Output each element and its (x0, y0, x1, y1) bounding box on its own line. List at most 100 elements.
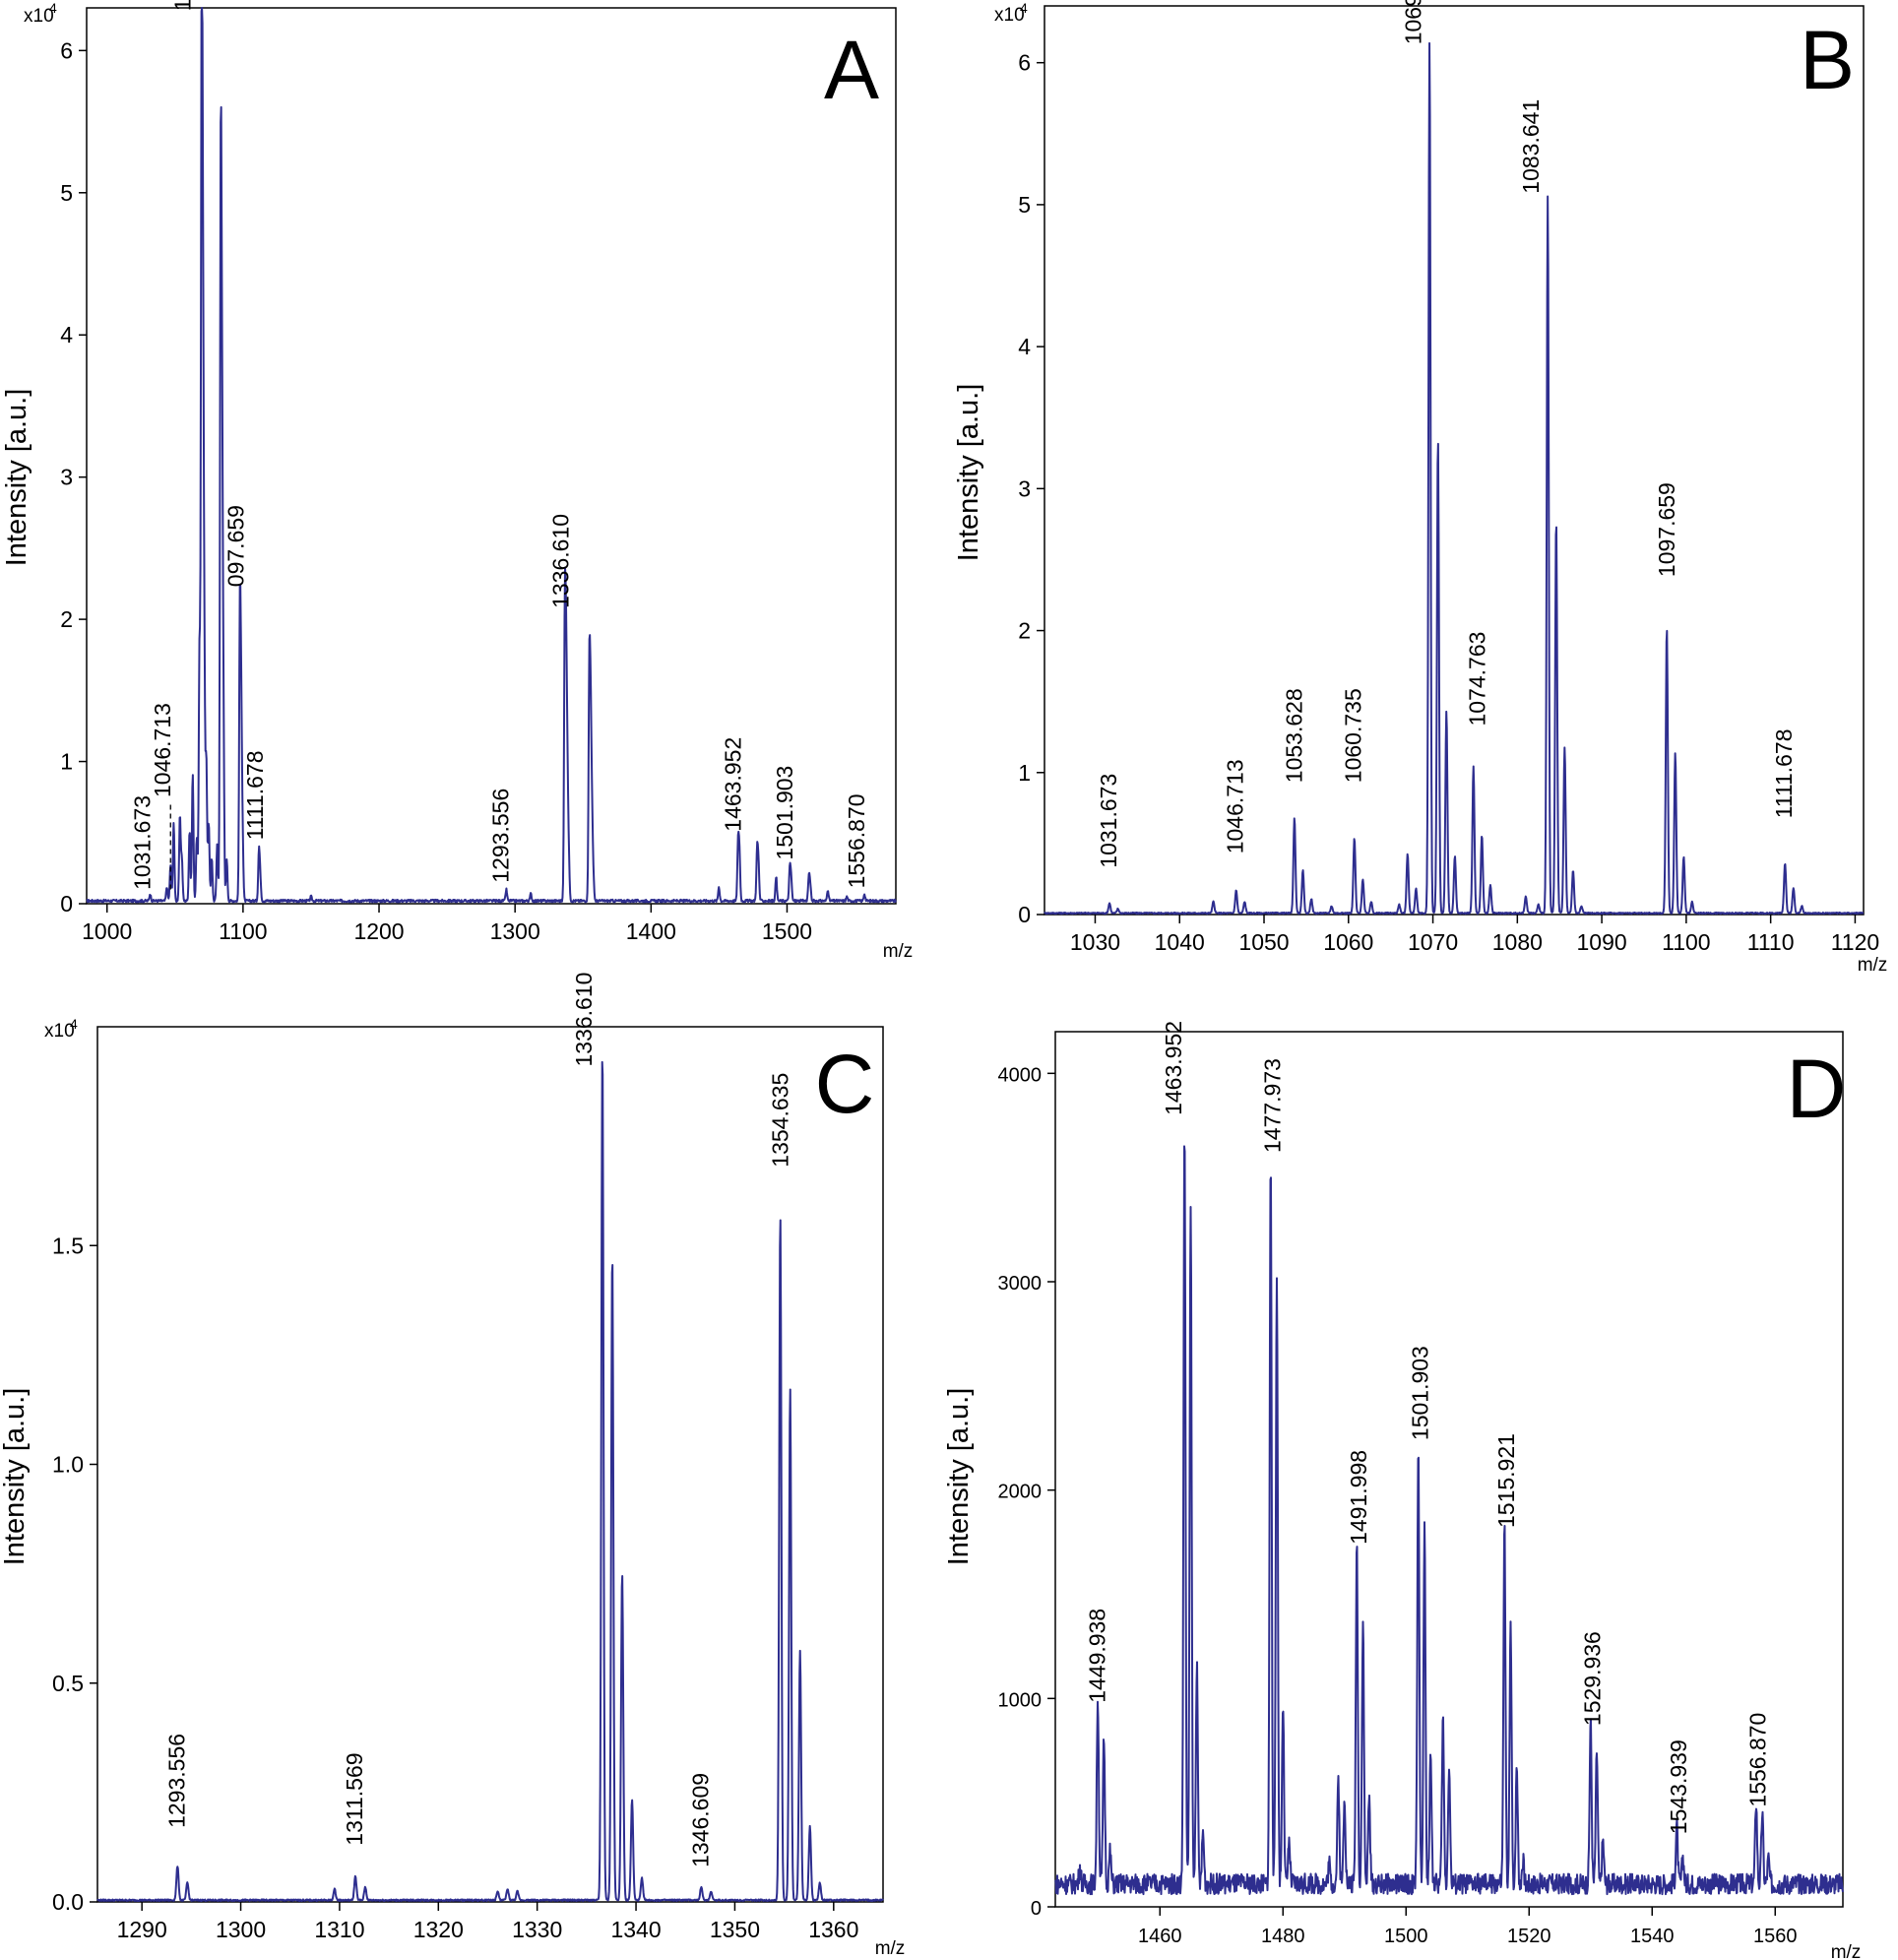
panel-a-spectrum-line (86, 7, 897, 904)
panel-a-frame (86, 7, 897, 905)
panel-a-ytick-label: 6 (60, 37, 73, 63)
panel-c-xtick-label: 1310 (314, 1917, 364, 1942)
panel-d-peak-label: 1529.936 (1580, 1631, 1606, 1726)
panel-b-xtick-label: 1030 (1070, 929, 1120, 955)
panel-a-peak-label: 1463.952 (721, 737, 746, 832)
panel-b-frame (1044, 5, 1865, 916)
panel-c-peak-label: 1311.569 (342, 1752, 367, 1845)
panel-b-peak-label: 1069.614 (1401, 0, 1426, 44)
panel-c-ylabel: Intensity [a.u.] (0, 1388, 31, 1566)
panel-c-peak-label: 1346.609 (687, 1773, 713, 1867)
panel-b-exponent-power: 4 (1020, 0, 1028, 16)
panel-b-xtick-label: 1070 (1408, 929, 1458, 955)
panel-c-ytick-label: 0.0 (52, 1889, 84, 1915)
panel-b-xtick-label: 1080 (1492, 929, 1543, 955)
panel-b-plot: 1030 1040 1050 1060 1070 1080 1090 1100 1110 1120… (1018, 0, 1879, 955)
panel-a-xtick-label: 1500 (762, 918, 812, 944)
panel-a-xtick-label: 1300 (490, 918, 540, 944)
panel-a-ylabel: Intensity [a.u.] (1, 389, 32, 567)
panel-b-ytick-label: 4 (1018, 334, 1031, 359)
panel-b-peak-label: 1046.713 (1223, 759, 1248, 854)
panel-c-xtick-label: 1330 (512, 1917, 562, 1942)
panel-b-spectrum-line (1044, 41, 1865, 916)
panel-d-xtick-label: 1460 (1138, 1926, 1182, 1947)
panel-a-peak-label: 1556.870 (844, 793, 869, 888)
panel-b-ytick-label: 6 (1018, 50, 1031, 76)
panel-b-letter: B (1800, 14, 1855, 106)
panel-a-peak-label: 1069.614 (170, 0, 196, 11)
panel-a-peak-label: 1111.678 (242, 750, 268, 840)
panel-d-ylabel: Intensity [a.u.] (943, 1388, 975, 1566)
panel-b-exponent-base: x10 (994, 5, 1025, 26)
panel-a-ytick-label: 3 (60, 465, 73, 490)
panel-b-xlabel: m/z (1858, 955, 1888, 976)
panel-a-xtick-label: 1100 (219, 918, 267, 944)
panel-a-peak-label: 1031.673 (130, 795, 156, 890)
panel-b-ytick-label: 1 (1018, 760, 1031, 786)
panel-a-exponent-base: x10 (24, 6, 54, 27)
panel-c-xtick-label: 1320 (413, 1917, 464, 1942)
panel-b-peak-label: 1111.678 (1771, 728, 1797, 818)
panel-d-xtick-label: 1540 (1630, 1926, 1675, 1947)
panel-d-letter: D (1787, 1043, 1847, 1135)
panel-a-peak-label: 1293.556 (487, 789, 513, 883)
panel-d-xtick-label: 1560 (1753, 1926, 1798, 1947)
panel-d-ytick-label: 1000 (998, 1689, 1043, 1711)
panel-a-peak-label: 1336.610 (548, 514, 574, 608)
panel-c-plot: 1290 1300 1310 1320 1330 1340 1350 1360 0.0 0.5 1.… (52, 973, 884, 1942)
panel-c-ytick-label: 0.5 (52, 1671, 84, 1696)
panel-b-xtick-label: 1060 (1323, 929, 1373, 955)
panel-c-xtick-label: 1290 (117, 1917, 167, 1942)
panel-b-xtick-label: 1050 (1238, 929, 1289, 955)
panel-c-exponent-base: x10 (44, 1021, 75, 1042)
panel-b-xtick-label: 1110 (1747, 929, 1795, 955)
panel-c-spectrum-line (96, 1060, 884, 1903)
panel-d-frame (1054, 1031, 1844, 1908)
panel-d-xtick-label: 1480 (1261, 1926, 1305, 1947)
panel-d-xlabel: m/z (1831, 1942, 1862, 1960)
panel-b-ytick-label: 2 (1018, 618, 1031, 644)
panel-b-peak-label: 1053.628 (1282, 688, 1307, 783)
panel-d-spectrum-line (1054, 1145, 1844, 1896)
panel-c: 1290 1300 1310 1320 1330 1340 1350 1360 0.0 0.5 1.… (0, 973, 905, 1959)
panel-c-xtick-label: 1340 (610, 1917, 661, 1942)
panel-a-xtick-label: 1400 (626, 918, 676, 944)
panel-b-peak-label: 1083.641 (1518, 99, 1544, 194)
panel-a-peak-label: 1501.903 (772, 766, 797, 860)
panel-c-ytick-label: 1.0 (52, 1452, 84, 1478)
panel-b-ytick-label: 3 (1018, 475, 1031, 501)
panel-c-frame (96, 1026, 884, 1903)
panel-a-plot: 1000 1100 1200 1300 1400 150001234561031.6731… (60, 0, 897, 944)
panel-b-peak-label: 1074.763 (1465, 632, 1490, 727)
panel-a-ytick-label: 1 (60, 749, 73, 775)
panel-c-xtick-label: 1300 (216, 1917, 266, 1942)
panel-b-xtick-label: 1100 (1662, 929, 1710, 955)
panel-d-peak-label: 1515.921 (1493, 1433, 1519, 1528)
panel-b-xtick-label: 1120 (1831, 929, 1879, 955)
panel-c-ytick-label: 1.5 (52, 1233, 84, 1258)
panel-a-ytick-label: 5 (60, 180, 73, 206)
panel-d-ytick-label: 3000 (998, 1273, 1043, 1295)
panel-d-peak-label: 1491.998 (1346, 1450, 1371, 1545)
panel-a: 1000 1100 1200 1300 1400 150001234561031.6731… (1, 0, 913, 962)
panel-d-peak-label: 1501.903 (1408, 1346, 1433, 1440)
panel-d-ytick-label: 4000 (998, 1064, 1043, 1086)
panel-c-xtick-label: 1360 (808, 1917, 858, 1942)
panel-d-peak-label: 1543.939 (1666, 1739, 1691, 1834)
panel-a-ytick-label: 4 (60, 322, 73, 348)
panel-b-ylabel: Intensity [a.u.] (953, 384, 984, 562)
panel-a-exponent-power: 4 (49, 0, 57, 16)
panel-a-letter: A (824, 24, 879, 116)
panel-a-peak-label: 097.659 (223, 505, 249, 587)
panel-b-ytick-label: 0 (1018, 902, 1031, 927)
panel-b-xtick-label: 1090 (1577, 929, 1627, 955)
panel-b-peak-label: 1031.673 (1096, 774, 1121, 868)
panel-b-xtick-label: 1040 (1155, 929, 1205, 955)
panel-d-peak-label: 1556.870 (1744, 1713, 1770, 1807)
panel-d-peak-label: 1463.952 (1161, 1021, 1186, 1115)
panel-b-peak-label: 1097.659 (1654, 482, 1679, 577)
panel-c-xlabel: m/z (875, 1938, 906, 1959)
panel-b: 1030 1040 1050 1060 1070 1080 1090 1100 1110 1120… (953, 0, 1887, 976)
panel-a-xtick-label: 1000 (82, 918, 132, 944)
panel-a-xlabel: m/z (883, 941, 914, 962)
